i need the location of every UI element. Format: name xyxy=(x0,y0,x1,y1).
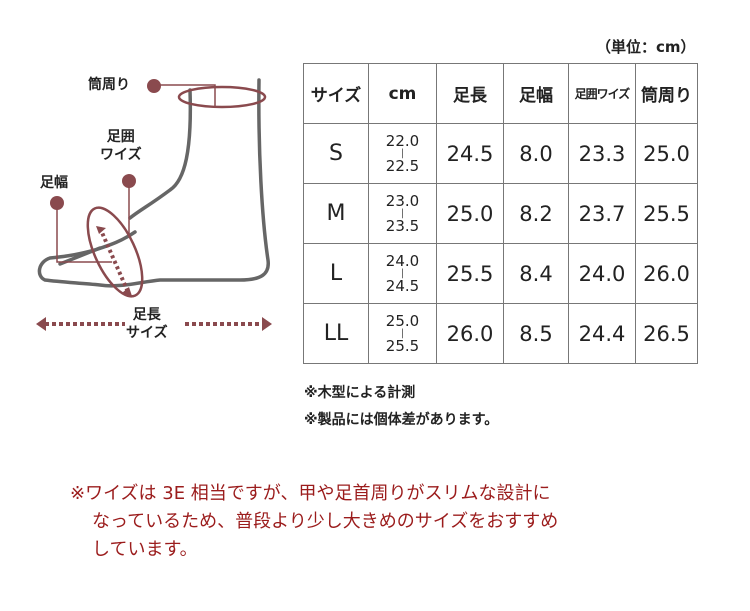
size-cell: M xyxy=(303,183,369,244)
girth-ellipse xyxy=(86,206,144,298)
shaft-circ-cell: 26.5 xyxy=(635,303,698,364)
foot-length-cell: 26.0 xyxy=(436,303,504,364)
label-shaft: 筒周り xyxy=(88,77,130,93)
foot-girth-cell: 23.3 xyxy=(568,123,636,184)
shaft-circ-cell: 25.0 xyxy=(635,123,698,184)
shaft-circ-cell: 26.0 xyxy=(635,243,698,304)
foot-length-cell: 25.0 xyxy=(436,183,504,244)
cm-range-cell: 24.0 | 24.5 xyxy=(368,243,437,304)
cm-range-cell: 22.0 | 22.5 xyxy=(368,123,437,184)
shaft-circ-cell: 25.5 xyxy=(635,183,698,244)
unit-label: （単位：cm） xyxy=(596,38,696,56)
label-width: 足幅 xyxy=(40,175,68,191)
foot-girth-cell: 24.0 xyxy=(568,243,636,304)
foot-width-cell: 8.4 xyxy=(503,243,569,304)
foot-diagram xyxy=(36,78,272,331)
cm-range-cell: 25.0 | 25.5 xyxy=(368,303,437,364)
foot-width-cell: 8.5 xyxy=(503,303,569,364)
foot-length-cell: 25.5 xyxy=(436,243,504,304)
foot-outline-back xyxy=(37,78,270,288)
label-length: 足長 サイズ xyxy=(126,307,168,341)
foot-girth-cell: 24.4 xyxy=(568,303,636,364)
table-header: サイズ cm 足長 足幅 足囲ワイズ 筒周り xyxy=(303,63,698,124)
table-row: LL 25.0 | 25.5 26.0 8.5 24.4 26.5 xyxy=(303,303,698,364)
foot-outline-front xyxy=(128,88,193,220)
size-remark: ※ワイズは 3E 相当ですが、甲や足首周りがスリムな設計に なっているため、普段… xyxy=(70,483,559,560)
foot-length-cell: 24.5 xyxy=(436,123,504,184)
foot-girth-cell: 23.7 xyxy=(568,183,636,244)
notes: ※木型による計測 ※製品には個体差があります。 xyxy=(304,385,499,428)
size-table: サイズ cm 足長 足幅 足囲ワイズ 筒周り S 22.0 | 22.5 24.5 … xyxy=(303,63,698,364)
table-row: M 23.0 | 23.5 25.0 8.2 23.7 25.5 xyxy=(303,183,698,244)
size-cell: S xyxy=(303,123,369,184)
label-girth: 足囲 ワイズ xyxy=(100,129,142,163)
table-row: L 24.0 | 24.5 25.5 8.4 24.0 26.0 xyxy=(303,243,698,304)
cm-range-cell: 23.0 | 23.5 xyxy=(368,183,437,244)
foot-width-cell: 8.0 xyxy=(503,123,569,184)
size-cell: LL xyxy=(303,303,369,364)
table-row: S 22.0 | 22.5 24.5 8.0 23.3 25.0 xyxy=(303,123,698,184)
foot-width-cell: 8.2 xyxy=(503,183,569,244)
size-cell: L xyxy=(303,243,369,304)
shaft-ellipse xyxy=(177,85,267,109)
